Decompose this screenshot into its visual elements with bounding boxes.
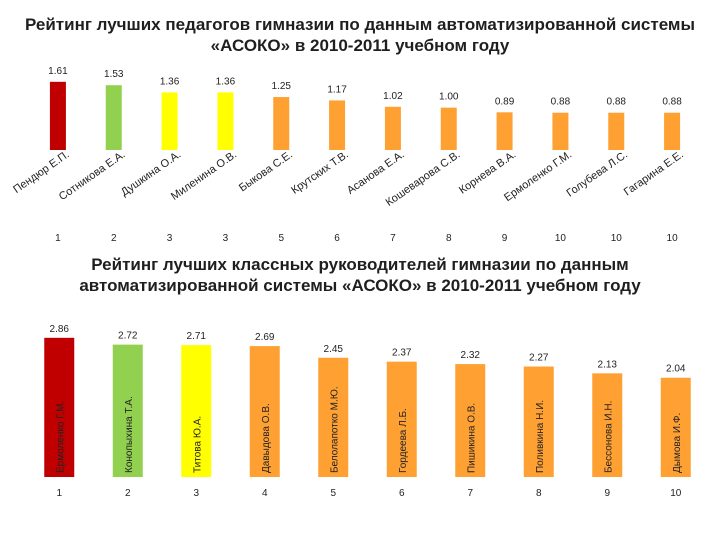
top-bar-6 bbox=[329, 100, 346, 150]
top-bar-12 bbox=[664, 112, 681, 150]
bottom-category-label-3: Титова Ю.А. bbox=[192, 416, 203, 473]
bottom-value-label-1: 2.86 bbox=[50, 324, 70, 335]
top-bar-4 bbox=[217, 92, 234, 150]
bottom-category-label-5: Белолапотко М.Ю. bbox=[329, 386, 340, 473]
bottom-rank-label-3: 3 bbox=[193, 488, 199, 499]
top-bar-5 bbox=[273, 97, 290, 150]
bottom-category-label-2: Конопыхина Т.А. bbox=[124, 396, 135, 473]
top-rank-label-9: 9 bbox=[502, 233, 508, 244]
top-bar-7 bbox=[384, 106, 401, 150]
top-rank-label-8: 8 bbox=[446, 233, 452, 244]
top-bar-8 bbox=[440, 107, 457, 150]
bottom-chart: 2.86 Ермоленко Г.М. 1 2.72 Конопыхина Т.А. 2 2… bbox=[44, 324, 691, 499]
top-value-label-9: 0.89 bbox=[495, 96, 515, 107]
bottom-rank-label-1: 1 bbox=[56, 488, 62, 499]
bottom-value-label-8: 2.27 bbox=[529, 353, 549, 364]
bottom-value-label-7: 2.32 bbox=[461, 350, 481, 361]
top-value-label-1: 1.61 bbox=[48, 66, 68, 77]
bottom-bar-3 bbox=[181, 345, 212, 477]
top-category-label-11: Голубева Л.С. bbox=[564, 149, 630, 200]
top-rank-label-10: 10 bbox=[555, 233, 567, 244]
bottom-category-label-9: Бессонова И.Н. bbox=[603, 401, 614, 473]
bottom-value-label-10: 2.04 bbox=[666, 364, 686, 375]
bottom-rank-label-2: 2 bbox=[125, 488, 131, 499]
top-bar-2 bbox=[105, 85, 122, 150]
bottom-bar-7 bbox=[455, 364, 486, 477]
bottom-rank-label-7: 7 bbox=[467, 488, 473, 499]
top-rank-label-4: 3 bbox=[223, 233, 229, 244]
bottom-category-label-10: Дымова И.Ф. bbox=[672, 413, 683, 473]
bottom-bar-5 bbox=[318, 357, 349, 477]
bottom-category-label-4: Давыдова О.В. bbox=[261, 403, 272, 473]
bottom-rank-label-9: 9 bbox=[604, 488, 610, 499]
top-rank-label-1: 1 bbox=[55, 233, 61, 244]
top-value-label-5: 1.25 bbox=[272, 81, 292, 92]
bottom-value-label-3: 2.71 bbox=[187, 331, 207, 342]
bottom-bar-6 bbox=[386, 361, 417, 477]
bottom-category-label-7: Пишикина О.В. bbox=[466, 403, 477, 473]
top-value-label-12: 0.88 bbox=[662, 97, 682, 108]
top-value-label-10: 0.88 bbox=[551, 97, 571, 108]
bottom-rank-label-10: 10 bbox=[670, 488, 682, 499]
top-rank-label-2: 2 bbox=[111, 233, 117, 244]
top-rank-label-7: 7 bbox=[390, 233, 396, 244]
top-rank-label-3: 3 bbox=[167, 233, 173, 244]
bottom-bar-2 bbox=[112, 344, 143, 477]
bottom-rank-label-5: 5 bbox=[330, 488, 336, 499]
top-bar-10 bbox=[552, 112, 569, 150]
top-rank-label-11: 10 bbox=[611, 233, 623, 244]
top-bar-3 bbox=[161, 92, 178, 150]
top-value-label-7: 1.02 bbox=[383, 91, 403, 102]
bottom-bar-10 bbox=[660, 377, 691, 477]
bottom-value-label-5: 2.45 bbox=[324, 344, 344, 355]
bottom-value-label-2: 2.72 bbox=[118, 331, 138, 342]
top-value-label-11: 0.88 bbox=[607, 97, 627, 108]
bottom-rank-label-6: 6 bbox=[399, 488, 405, 499]
bottom-chart-title: Рейтинг лучших классных руководителей ги… bbox=[79, 255, 641, 295]
bottom-rank-label-4: 4 bbox=[262, 488, 268, 499]
top-value-label-3: 1.36 bbox=[160, 76, 180, 87]
top-rank-label-12: 10 bbox=[667, 233, 679, 244]
top-bar-9 bbox=[496, 112, 513, 150]
bottom-bar-9 bbox=[592, 373, 623, 477]
top-category-label-5: Быкова С.Е. bbox=[237, 149, 295, 195]
top-value-label-4: 1.36 bbox=[216, 76, 236, 87]
top-rank-label-6: 6 bbox=[334, 233, 340, 244]
bottom-bar-8 bbox=[523, 366, 554, 477]
bottom-value-label-9: 2.13 bbox=[598, 359, 618, 370]
bottom-bar-1 bbox=[44, 337, 75, 477]
top-bar-1 bbox=[49, 81, 66, 150]
bottom-rank-label-8: 8 bbox=[536, 488, 542, 499]
top-category-label-6: Крутских Т.В. bbox=[289, 149, 351, 197]
top-chart-title: Рейтинг лучших педагогов гимназии по дан… bbox=[24, 15, 696, 55]
bottom-value-label-6: 2.37 bbox=[392, 348, 412, 359]
top-category-label-12: Гагарина Е.Е. bbox=[622, 149, 686, 199]
top-bar-11 bbox=[608, 112, 625, 150]
bottom-category-label-6: Гордеева Л.Б. bbox=[398, 408, 409, 473]
bottom-category-label-1: Ермоленко Г.М. bbox=[55, 401, 66, 473]
top-rank-label-5: 5 bbox=[278, 233, 284, 244]
top-value-label-6: 1.17 bbox=[327, 84, 347, 95]
bottom-value-label-4: 2.69 bbox=[255, 332, 275, 343]
bottom-category-label-8: Поливкина Н.И. bbox=[535, 400, 546, 473]
bottom-bar-4 bbox=[249, 346, 280, 477]
top-value-label-2: 1.53 bbox=[104, 69, 124, 80]
top-value-label-8: 1.00 bbox=[439, 92, 459, 103]
